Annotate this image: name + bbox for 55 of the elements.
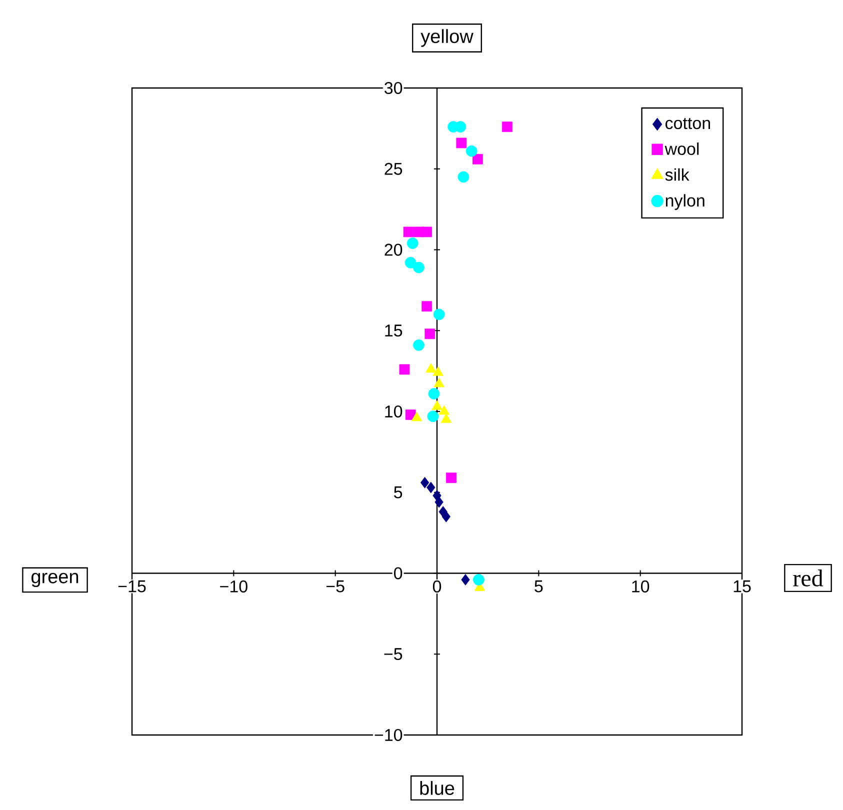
point	[446, 472, 456, 484]
point	[426, 482, 436, 494]
x-tick-label: 0	[432, 580, 442, 592]
point	[434, 496, 444, 508]
x-tick-label: 10	[632, 580, 650, 592]
y-axis-title: yellow	[420, 29, 474, 47]
point	[426, 363, 436, 373]
point	[458, 171, 470, 183]
x-tick-label: −15	[118, 580, 146, 592]
x-tick-label: −10	[220, 580, 248, 592]
x-tick-label: −5	[326, 580, 344, 592]
y-tick-label: −10	[374, 728, 402, 742]
point	[433, 308, 445, 320]
y-tick-label: 25	[384, 162, 402, 175]
point	[440, 413, 452, 423]
y-tick-label: 20	[384, 244, 402, 256]
point	[413, 262, 424, 274]
text: blue	[420, 781, 454, 795]
point	[432, 366, 444, 376]
point	[403, 226, 414, 238]
point	[428, 388, 440, 400]
point	[422, 226, 432, 238]
point	[399, 364, 410, 375]
text: green	[32, 572, 78, 588]
point	[427, 410, 439, 422]
point	[424, 328, 436, 340]
y-tick-label: 10	[385, 405, 402, 418]
point	[472, 574, 484, 586]
y-tick-label: 5	[394, 486, 402, 498]
y-tick-label: 30	[384, 82, 402, 94]
point	[456, 138, 467, 148]
point	[413, 339, 424, 351]
y-tick-label: 0	[394, 567, 402, 580]
point	[411, 412, 422, 422]
point	[442, 510, 450, 522]
x-tick-label: 15	[734, 580, 751, 592]
x-axis-title: red	[793, 570, 824, 586]
point	[432, 400, 442, 410]
y-tick-label: 15	[385, 324, 402, 337]
point	[406, 238, 418, 249]
point	[422, 301, 432, 312]
point	[461, 574, 470, 586]
legend-label: cotton	[666, 118, 710, 130]
legend-label: wool	[664, 142, 699, 155]
point	[420, 476, 430, 488]
point	[434, 378, 444, 388]
point	[438, 405, 450, 415]
point	[466, 145, 478, 157]
y-tick-label: −5	[384, 648, 402, 660]
legend-label: silk	[665, 168, 690, 181]
point	[404, 256, 416, 268]
point	[502, 122, 512, 132]
point	[472, 154, 483, 164]
x-tick-label: 5	[534, 580, 543, 592]
legend-label: nylon	[666, 194, 704, 210]
